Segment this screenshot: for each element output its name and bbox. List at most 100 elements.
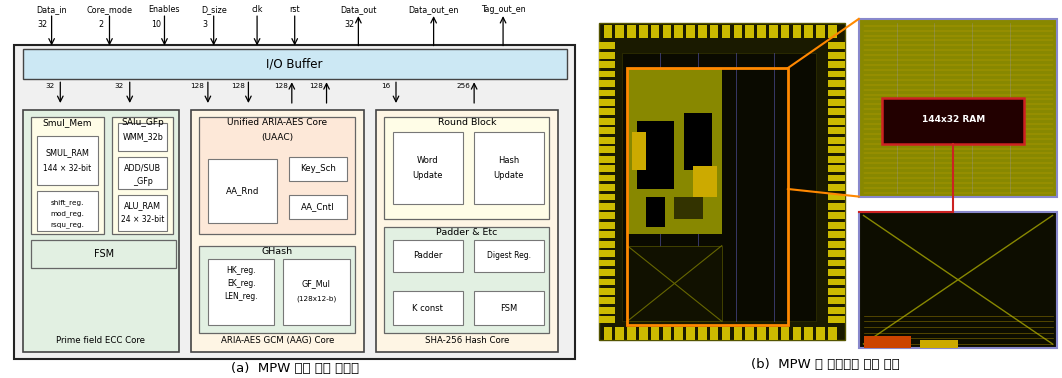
Bar	[599, 288, 615, 295]
Bar	[603, 327, 612, 340]
Bar	[828, 184, 844, 191]
Text: 32: 32	[38, 20, 48, 29]
Bar	[284, 259, 349, 325]
Bar	[599, 241, 615, 248]
Bar	[474, 240, 544, 272]
Text: Unified ARIA-AES Core: Unified ARIA-AES Core	[227, 118, 327, 127]
Text: Round Block: Round Block	[438, 118, 496, 127]
Bar	[722, 25, 731, 38]
Text: (128x12-b): (128x12-b)	[296, 295, 337, 302]
Bar	[828, 118, 844, 125]
Bar	[599, 316, 615, 323]
Text: Hash: Hash	[498, 156, 519, 165]
Bar	[722, 327, 731, 340]
Bar	[734, 25, 742, 38]
Bar	[792, 25, 801, 38]
Bar	[781, 25, 789, 38]
Bar	[599, 71, 615, 77]
Bar	[22, 110, 178, 352]
Bar	[828, 137, 844, 144]
Text: 10: 10	[151, 20, 160, 29]
Bar	[474, 291, 544, 325]
Bar	[828, 25, 837, 38]
Text: mod_reg.: mod_reg.	[51, 210, 85, 217]
Text: SHA-256 Hash Core: SHA-256 Hash Core	[425, 336, 509, 345]
Bar	[599, 80, 615, 87]
Bar	[698, 25, 706, 38]
Bar	[920, 340, 958, 348]
Bar	[118, 195, 168, 231]
Text: Padder: Padder	[413, 251, 443, 260]
Text: 256: 256	[457, 83, 470, 89]
Text: Core_mode: Core_mode	[86, 5, 133, 14]
Text: SMUL_RAM: SMUL_RAM	[46, 149, 89, 158]
Text: rst: rst	[289, 5, 301, 14]
Text: ADD/SUB: ADD/SUB	[124, 164, 161, 173]
Text: Enables: Enables	[149, 5, 181, 14]
Bar	[828, 156, 844, 163]
Bar	[828, 307, 844, 314]
Text: LEN_reg.: LEN_reg.	[224, 292, 258, 301]
Bar	[599, 194, 615, 200]
Text: K const: K const	[412, 304, 443, 313]
Bar	[663, 327, 671, 340]
Text: 3: 3	[203, 20, 207, 29]
Bar	[599, 269, 615, 276]
Bar	[474, 132, 544, 204]
Text: WMM_32b: WMM_32b	[122, 132, 164, 141]
Text: 144x32 RAM: 144x32 RAM	[922, 115, 984, 124]
Text: Smul_Mem: Smul_Mem	[42, 118, 92, 127]
Bar	[828, 194, 844, 200]
Text: Update: Update	[412, 171, 443, 180]
Bar	[828, 99, 844, 106]
Bar	[817, 25, 825, 38]
Bar	[769, 25, 777, 38]
Bar	[628, 246, 722, 321]
Text: (b)  MPW 칩 레이아웃 설계 결과: (b) MPW 칩 레이아웃 설계 결과	[751, 358, 901, 371]
Bar	[200, 117, 356, 234]
Bar	[599, 222, 615, 229]
Bar	[599, 23, 844, 340]
Bar	[599, 90, 615, 96]
Bar	[686, 327, 695, 340]
Bar	[599, 165, 615, 172]
Text: Key_Sch: Key_Sch	[299, 164, 336, 174]
Bar	[599, 99, 615, 106]
Text: clk: clk	[252, 5, 262, 14]
Bar	[599, 260, 615, 266]
Bar	[615, 327, 623, 340]
Bar	[828, 203, 844, 210]
Bar	[200, 246, 356, 333]
Bar	[651, 25, 660, 38]
Bar	[828, 269, 844, 276]
Bar	[828, 231, 844, 238]
Text: FSM: FSM	[93, 249, 114, 259]
Text: rsqu_reg.: rsqu_reg.	[51, 222, 85, 228]
Bar	[637, 121, 674, 189]
Text: GHash: GHash	[261, 247, 293, 256]
Bar	[599, 156, 615, 163]
Bar	[622, 53, 817, 321]
Bar	[883, 98, 1024, 144]
Text: ALU_RAM: ALU_RAM	[124, 201, 161, 211]
Bar	[734, 327, 742, 340]
Bar	[393, 132, 463, 204]
Bar	[828, 165, 844, 172]
Bar	[828, 80, 844, 87]
Text: shift_reg.: shift_reg.	[51, 199, 84, 206]
Bar	[118, 123, 168, 151]
Bar	[828, 279, 844, 285]
Bar	[599, 279, 615, 285]
Bar	[599, 108, 615, 115]
Text: 128: 128	[274, 83, 288, 89]
Bar	[828, 212, 844, 219]
Bar	[599, 250, 615, 257]
Bar	[693, 166, 717, 197]
Bar	[828, 146, 844, 153]
Text: Prime field ECC Core: Prime field ECC Core	[56, 336, 145, 345]
Bar	[289, 157, 347, 181]
Bar	[376, 110, 558, 352]
Bar	[781, 327, 789, 340]
Bar	[599, 61, 615, 68]
Bar	[615, 25, 623, 38]
